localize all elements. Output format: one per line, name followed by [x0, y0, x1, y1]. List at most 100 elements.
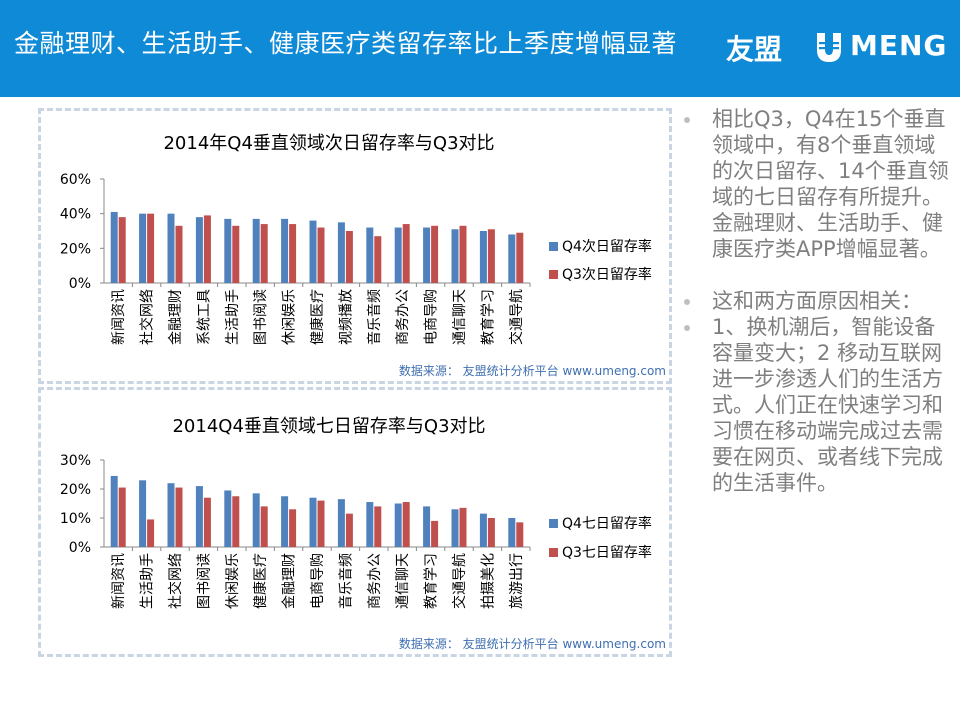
x-tick-label: 教育学习: [424, 553, 440, 609]
bar-q4: [423, 506, 431, 547]
x-tick-label-group: 拍摄美化: [480, 553, 496, 609]
x-tick-label-group: 电商导购: [424, 289, 440, 345]
bar-q3: [118, 217, 126, 283]
x-tick-label: 图书阅读: [195, 553, 212, 609]
data-source-text: 数据来源： 友盟统计分析平台 www.umeng.com: [399, 363, 666, 378]
bar-q3: [232, 496, 240, 547]
x-tick-label-group: 视频播放: [338, 289, 354, 345]
bar-q4: [366, 502, 374, 547]
bar-q4: [337, 499, 345, 547]
x-tick-label: 电商导购: [310, 553, 326, 609]
x-tick-label: 拍摄美化: [480, 553, 496, 609]
x-tick-label-group: 系统工具: [196, 289, 212, 345]
bar-q3: [431, 225, 439, 283]
bar-q3: [317, 227, 325, 283]
x-tick-label-group: 商务办公: [395, 289, 411, 345]
x-tick-label-group: 金融理财: [168, 289, 184, 345]
umeng-u-icon: [817, 33, 841, 62]
bar-q4: [309, 220, 317, 283]
x-tick-label: 健康医疗: [309, 289, 326, 345]
x-tick-label: 交通导航: [451, 553, 468, 609]
y-tick-label: 0%: [69, 540, 91, 556]
bar-q4: [252, 218, 260, 283]
data-source-text: 数据来源： 友盟统计分析平台 www.umeng.com: [399, 636, 666, 651]
summary-bullets: 相比Q3，Q4在15个垂直领域中，有8个垂直领域的次日留存、14个垂直领域的七日…: [680, 106, 950, 496]
bullet-item: 相比Q3，Q4在15个垂直领域中，有8个垂直领域的次日留存、14个垂直领域的七日…: [680, 106, 950, 262]
x-tick-label-group: 旅游出行: [509, 553, 525, 609]
seven-day-retention-chart: 2014Q4垂直领域七日留存率与Q3对比 0% 10% 20% 30% 新闻资讯 生活助手社…: [60, 416, 666, 651]
bar-q4: [394, 227, 402, 283]
bullet-item: 这和两方面原因相关：: [680, 288, 950, 314]
bar-q4: [224, 218, 232, 283]
x-tick-label-group: 交通导航: [508, 289, 525, 345]
x-tick-label-group: 生活助手: [225, 289, 241, 345]
bar-q3: [175, 225, 183, 283]
bullet-text: 1、换机潮后，智能设备容量变大；2 移动互联网进一步渗透人们的生活方式。人们正在…: [712, 315, 943, 495]
chart-title: 2014年Q4垂直领域次日留存率与Q3对比: [163, 133, 494, 154]
x-tick-label-group: 商务办公: [367, 553, 383, 609]
bar-q3: [487, 518, 495, 547]
legend-swatch: [549, 270, 558, 279]
x-tick-label: 新闻资讯: [111, 553, 127, 609]
bar-q3: [431, 520, 439, 547]
x-tick-label-group: 电商导购: [310, 553, 326, 609]
logo-chinese-text: 友盟: [726, 33, 783, 66]
bar-q3: [317, 500, 325, 547]
x-tick-label: 生活助手: [225, 289, 241, 345]
bar-q4: [167, 483, 175, 547]
x-tick-label-group: 通信聊天: [452, 289, 468, 345]
x-tick-label-group: 图书阅读: [252, 289, 269, 345]
legend-label: Q3次日留存率: [562, 266, 652, 283]
bar-q4: [110, 475, 118, 547]
bar-q3: [175, 487, 183, 547]
bar-q4: [366, 227, 374, 283]
x-tick-label-group: 音乐音频: [337, 553, 354, 609]
x-tick-label: 系统工具: [196, 289, 212, 345]
x-tick-label-group: 教育学习: [480, 289, 496, 345]
bar-q4: [309, 497, 317, 547]
bar-q3: [147, 519, 155, 547]
x-tick-label-group: 教育学习: [424, 553, 440, 609]
bar-q3: [345, 513, 353, 547]
bullet-dot-icon: [684, 299, 690, 305]
x-tick-label: 社交网络: [167, 553, 184, 609]
bar-q4: [195, 217, 203, 283]
bullet-item: 1、换机潮后，智能设备容量变大；2 移动互联网进一步渗透人们的生活方式。人们正在…: [680, 314, 950, 496]
x-tick-label: 交通导航: [508, 289, 525, 345]
y-tick-label: 10%: [60, 511, 91, 527]
x-tick-label-group: 新闻资讯: [111, 289, 127, 345]
bar-q3: [402, 502, 410, 547]
x-tick-label: 新闻资讯: [111, 289, 127, 345]
bar-q4: [139, 213, 147, 283]
chart-title: 2014Q4垂直领域七日留存率与Q3对比: [172, 416, 485, 437]
bar-q3: [459, 225, 467, 283]
page-title: 金融理财、生活助手、健康医疗类留存率比上季度增幅显著: [14, 29, 678, 58]
x-tick-label: 社交网络: [139, 289, 156, 345]
bar-q4: [195, 486, 203, 547]
bar-q3: [260, 506, 268, 547]
bar-q4: [394, 503, 402, 547]
bar-q3: [374, 236, 382, 283]
x-tick-label: 生活助手: [140, 553, 156, 609]
bar-q3: [260, 224, 268, 283]
x-tick-label-group: 生活助手: [140, 553, 156, 609]
bullet-dot-icon: [684, 325, 690, 331]
bar-q4: [479, 231, 487, 283]
header-bar: 金融理财、生活助手、健康医疗类留存率比上季度增幅显著 友盟 MENG: [0, 0, 960, 97]
bar-q3: [203, 497, 211, 547]
bar-q4: [252, 493, 260, 547]
bar-q3: [147, 213, 155, 283]
bar-q4: [337, 222, 345, 283]
y-tick-label: 20%: [60, 482, 91, 498]
bar-q4: [167, 213, 175, 283]
legend-label: Q4次日留存率: [562, 238, 652, 255]
bar-q3: [118, 487, 126, 547]
x-tick-label: 电商导购: [424, 289, 440, 345]
x-tick-label-group: 健康医疗: [309, 289, 326, 345]
x-tick-label-group: 交通导航: [451, 553, 468, 609]
x-tick-label: 通信聊天: [395, 553, 411, 609]
bar-q4: [451, 229, 459, 283]
x-tick-label: 金融理财: [282, 553, 298, 609]
bar-q3: [289, 224, 297, 283]
legend-swatch: [549, 519, 558, 528]
